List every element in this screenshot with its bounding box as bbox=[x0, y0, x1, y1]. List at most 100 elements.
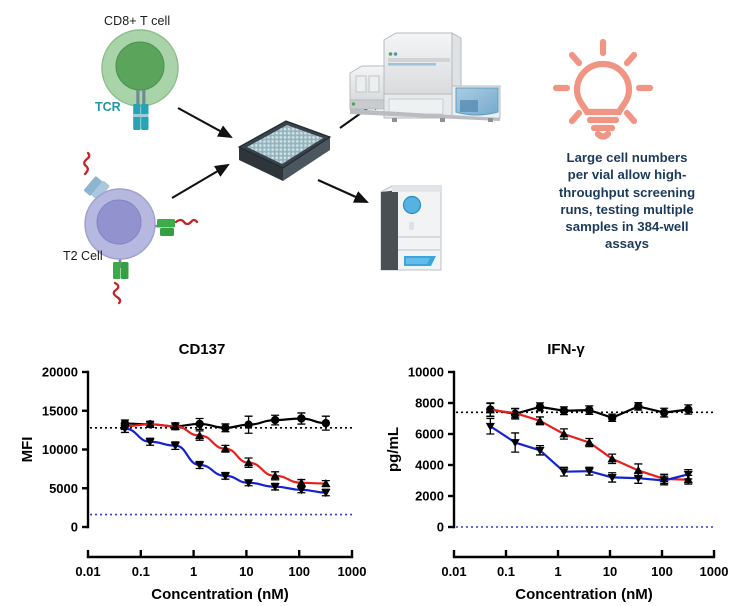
x-tick-label: 10 bbox=[239, 564, 253, 579]
arrow-plate-to-reader bbox=[317, 179, 369, 203]
flow-cytometer-instrument bbox=[349, 32, 501, 122]
x-tick-label: 1 bbox=[190, 564, 197, 579]
y-tick-label: 8000 bbox=[415, 396, 444, 411]
data-point-marker bbox=[120, 425, 130, 434]
arrow-t2-to-plate bbox=[171, 163, 230, 199]
data-point-marker bbox=[170, 421, 180, 430]
y-tick-label: 0 bbox=[71, 520, 78, 535]
callout-line: runs, testing multiple bbox=[560, 201, 694, 217]
chart-ifng-title: IFN-γ bbox=[547, 341, 585, 358]
x-axis-title: Concentration (nM) bbox=[151, 586, 288, 603]
y-tick-label: 5000 bbox=[49, 481, 78, 496]
mhc-complex-blue bbox=[83, 151, 119, 206]
chart-ifng: IFN-γ 0 2000 4000 6000 8000 10000 pg/mL 0.01 0.1… bbox=[385, 341, 728, 604]
x-axis-title: Concentration (nM) bbox=[515, 586, 652, 603]
schematic-diagram bbox=[83, 29, 501, 305]
data-point-marker bbox=[607, 413, 617, 422]
chart-cd137: CD137 0 5000 10000 15000 20000 MFI 0.01 0.1 1 10 1… bbox=[19, 341, 366, 604]
y-tick-label: 20000 bbox=[42, 365, 78, 380]
data-point-marker bbox=[243, 458, 254, 467]
data-point-marker bbox=[607, 474, 617, 482]
callout-line: samples in 384-well bbox=[565, 219, 689, 235]
x-tick-label: 1000 bbox=[700, 564, 729, 579]
data-point-marker bbox=[559, 429, 569, 438]
x-tick-label: 1 bbox=[554, 564, 561, 579]
data-point-marker bbox=[684, 405, 693, 414]
data-point-marker bbox=[321, 418, 331, 428]
t2-cell bbox=[83, 151, 199, 305]
chart-cd137-title: CD137 bbox=[179, 341, 226, 358]
y-axis-title: MFI bbox=[19, 437, 36, 463]
data-point-marker bbox=[195, 430, 205, 439]
data-point-marker bbox=[321, 489, 331, 498]
data-point-marker bbox=[243, 479, 254, 488]
data-point-marker bbox=[244, 420, 253, 429]
y-tick-label: 10000 bbox=[42, 442, 78, 457]
data-point-marker bbox=[683, 470, 693, 479]
x-tick-label: 1000 bbox=[338, 564, 367, 579]
chart-ifng-plot: 0 2000 4000 6000 8000 10000 pg/mL 0.01 0.1 1 10 100… bbox=[385, 365, 728, 604]
arrow-tcell-to-plate bbox=[177, 107, 233, 139]
data-point-marker bbox=[634, 402, 643, 411]
x-tick-label: 0.01 bbox=[441, 564, 466, 579]
y-tick-label: 6000 bbox=[415, 427, 444, 442]
tcell-nucleus bbox=[115, 41, 165, 91]
data-point-marker bbox=[296, 478, 306, 487]
y-tick-label: 4000 bbox=[415, 458, 444, 473]
data-point-marker bbox=[221, 423, 230, 432]
data-point-marker bbox=[296, 486, 306, 495]
data-point-marker bbox=[485, 405, 495, 414]
tcr-receptor bbox=[133, 90, 149, 130]
cd8-t-cell bbox=[101, 29, 179, 130]
data-point-marker bbox=[145, 438, 155, 447]
tcr-label: TCR bbox=[95, 100, 121, 114]
data-point-marker bbox=[220, 444, 230, 453]
x-tick-label: 0.1 bbox=[497, 564, 515, 579]
data-point-marker bbox=[510, 439, 520, 448]
data-point-marker bbox=[535, 446, 545, 455]
data-point-marker bbox=[321, 479, 331, 487]
data-point-marker bbox=[195, 461, 205, 470]
x-tick-label: 0.01 bbox=[75, 564, 100, 579]
cd8-t-cell-label: CD8+ T cell bbox=[104, 14, 171, 28]
callout-line: assays bbox=[604, 236, 649, 252]
data-point-marker bbox=[607, 454, 617, 463]
x-tick-label: 100 bbox=[651, 564, 673, 579]
data-point-marker bbox=[485, 422, 495, 431]
data-point-marker bbox=[220, 472, 230, 481]
callout-text: Large cell numbers per vial allow high-th… bbox=[529, 149, 725, 253]
t2-cell-label: T2 Cell bbox=[63, 249, 103, 263]
plate-reader-instrument bbox=[380, 185, 442, 271]
y-tick-label: 0 bbox=[437, 520, 444, 535]
data-point-marker bbox=[584, 467, 594, 476]
lightbulb-icon bbox=[552, 38, 654, 140]
data-point-marker bbox=[633, 474, 643, 483]
data-point-marker bbox=[659, 408, 669, 417]
data-point-marker bbox=[659, 477, 669, 486]
y-tick-label: 15000 bbox=[42, 403, 78, 418]
data-point-marker bbox=[585, 405, 594, 415]
y-axis-title: pg/mL bbox=[385, 427, 402, 472]
y-tick-label: 2000 bbox=[415, 489, 444, 504]
data-point-marker bbox=[270, 415, 280, 425]
data-point-marker bbox=[559, 406, 569, 415]
microplate-384-well bbox=[237, 120, 332, 181]
callout-line: throughput screening bbox=[558, 184, 696, 200]
data-point-marker bbox=[145, 419, 155, 428]
data-point-marker bbox=[559, 468, 569, 477]
chart-cd137-plot: 0 5000 10000 15000 20000 MFI 0.01 0.1 1 10 100 1000… bbox=[19, 365, 366, 604]
data-point-marker bbox=[270, 483, 280, 492]
callout-line: per vial allow high- bbox=[567, 167, 687, 183]
data-point-marker bbox=[535, 416, 545, 425]
data-point-marker bbox=[510, 408, 520, 417]
data-point-marker bbox=[633, 465, 643, 474]
t2-nucleus bbox=[96, 199, 142, 245]
data-point-marker bbox=[170, 442, 180, 451]
x-tick-label: 0.1 bbox=[132, 564, 150, 579]
x-tick-label: 100 bbox=[288, 564, 310, 579]
data-point-marker bbox=[535, 402, 545, 412]
x-tick-label: 10 bbox=[603, 564, 617, 579]
data-point-marker bbox=[270, 471, 280, 480]
y-tick-label: 10000 bbox=[408, 365, 444, 380]
